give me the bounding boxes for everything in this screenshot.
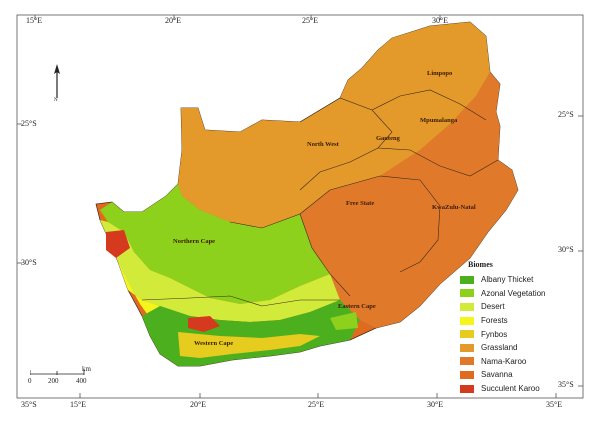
tick-bottom-15e: 15°E (70, 400, 87, 409)
label-free-state: Free State (346, 200, 375, 207)
label-northern-cape: Northern Cape (173, 238, 216, 245)
legend-swatch (460, 357, 474, 366)
scale-bar: km 0 200 400 (28, 365, 100, 385)
label-north-west: North West (307, 141, 339, 148)
azonal-region (100, 184, 330, 304)
legend-item: Forests (460, 314, 546, 328)
scale-label-0: 0 (28, 377, 32, 385)
legend-label: Desert (481, 302, 505, 312)
label-limpopo: Limpopo (427, 70, 453, 77)
legend-swatch (460, 343, 474, 352)
legend-item: Succulent Karoo (460, 382, 546, 396)
legend-item: Grassland (460, 341, 546, 355)
legend-label: Succulent Karoo (481, 384, 540, 394)
desert-region (100, 220, 340, 322)
label-western-cape: Western Cape (194, 340, 234, 347)
legend-swatch (460, 384, 474, 393)
legend-item: Albany Thicket (460, 273, 546, 287)
biome-legend: Biomes Albany Thicket Azonal Vegetation De… (460, 260, 546, 395)
legend-label: Forests (481, 316, 508, 326)
north-label: N (54, 98, 58, 103)
legend-label: Azonal Vegetation (481, 288, 546, 298)
north-arrow-icon (54, 64, 60, 98)
scale-label-400: 400 (76, 377, 87, 385)
legend-item: Desert (460, 300, 546, 314)
tick-top-25e: 25°E (302, 16, 319, 25)
label-mpumalanga: Mpumalanga (420, 117, 458, 124)
legend-item: Azonal Vegetation (460, 287, 546, 301)
legend-swatch (460, 275, 474, 284)
legend-label: Albany Thicket (481, 275, 534, 285)
nama-karoo-region (300, 72, 518, 328)
map-frame (16, 14, 584, 399)
legend-swatch (460, 370, 474, 379)
legend-swatch (460, 289, 474, 298)
tick-bottom-20e: 20°E (190, 400, 207, 409)
graticule-ticks (17, 15, 583, 398)
legend-item: Savanna (460, 368, 546, 382)
succulent-karoo-patch-south (188, 316, 220, 332)
label-gauteng: Gauteng (376, 135, 400, 142)
tick-right-25s: 25°S (558, 110, 574, 119)
tick-bottom-35e: 35°E (546, 400, 563, 409)
grassland-region (178, 22, 490, 228)
legend-label: Savanna (481, 370, 513, 380)
azonal-patch-east (330, 312, 358, 330)
tick-right-35s: 35°S (558, 380, 574, 389)
tick-bottom-25e: 25°E (308, 400, 325, 409)
legend-label: Fynbos (481, 329, 508, 339)
succulent-karoo-patch-west (106, 230, 130, 258)
legend-items: Albany Thicket Azonal Vegetation Desert For… (460, 273, 546, 395)
label-kwazulu-natal: KwaZulu-Natal (432, 204, 476, 211)
fynbos-region (178, 332, 320, 358)
scale-unit: km (82, 365, 91, 373)
label-eastern-cape: Eastern Cape (338, 303, 376, 310)
legend-swatch (460, 316, 474, 325)
tick-left-30s: 30°S (21, 258, 37, 267)
legend-label: Nama-Karoo (481, 356, 527, 366)
tick-top-15e: 15°E (26, 16, 43, 25)
legend-item: Nama-Karoo (460, 355, 546, 369)
tick-top-20e: 20°E (165, 16, 182, 25)
scale-label-200: 200 (48, 377, 59, 385)
legend-title: Biomes (468, 260, 493, 269)
tick-bottom-35s: 35°S (21, 400, 37, 409)
legend-swatch (460, 302, 474, 311)
legend-swatch (460, 330, 474, 339)
province-borders (141, 89, 499, 307)
tick-right-30s: 30°S (558, 245, 574, 254)
tick-left-25s: 25°S (21, 119, 37, 128)
forests-region (118, 262, 160, 318)
legend-label: Grassland (481, 343, 518, 353)
tick-top-30e: 30°E (432, 16, 449, 25)
scale-bar-graphic (30, 370, 85, 375)
legend-item: Fynbos (460, 327, 546, 341)
tick-bottom-30e: 30°E (427, 400, 444, 409)
